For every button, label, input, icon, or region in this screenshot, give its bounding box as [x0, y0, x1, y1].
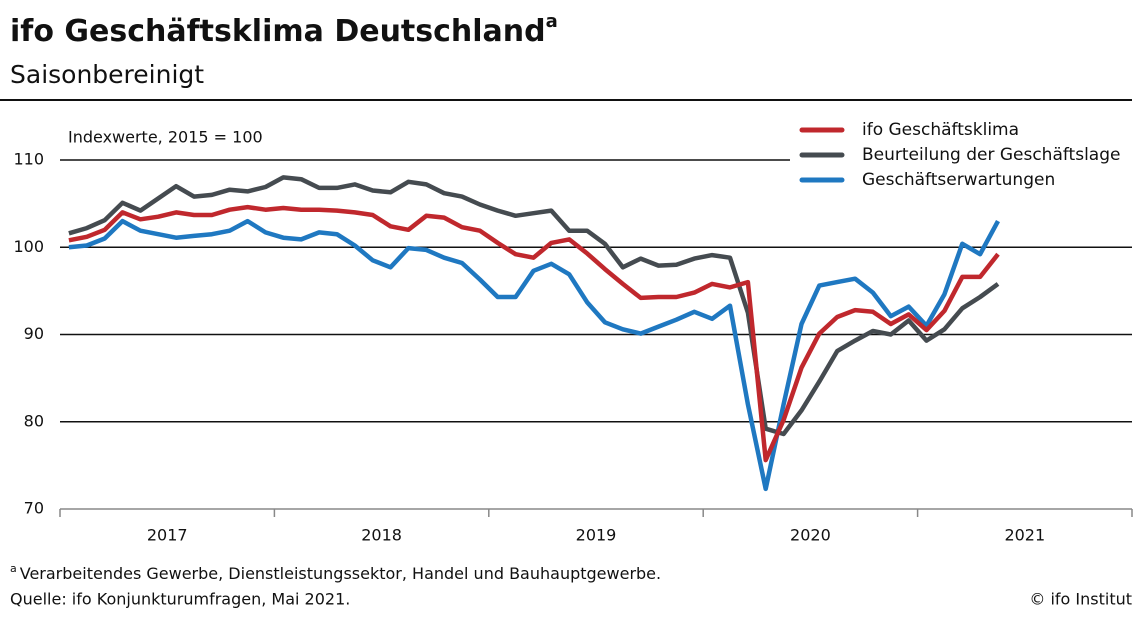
y-tick-label: 110	[13, 150, 44, 169]
x-tick-label: 2017	[147, 526, 188, 545]
x-tick-label: 2020	[790, 526, 831, 545]
x-tick-label: 2019	[576, 526, 617, 545]
chart-subtitle: Saisonbereinigt	[10, 60, 204, 89]
copyright: © ifo Institut	[1029, 590, 1132, 609]
legend-bg	[790, 114, 1132, 197]
x-tick-label: 2021	[1004, 526, 1045, 545]
footnote-marker: a	[10, 562, 17, 575]
x-tick-label: 2018	[361, 526, 402, 545]
y-tick-label: 70	[24, 499, 44, 518]
series-line	[68, 218, 1000, 492]
y-tick-label: 80	[24, 411, 44, 430]
title-text: ifo Geschäftsklima Deutschland	[10, 14, 546, 49]
series-line	[68, 175, 1000, 437]
footnote-text: Verarbeitendes Gewerbe, Dienstleistungss…	[20, 564, 661, 583]
footnote: a Verarbeitendes Gewerbe, Dienstleistungs…	[10, 562, 661, 583]
legend-label: ifo Geschäftsklima	[862, 120, 1019, 140]
y-axis-label: Indexwerte, 2015 = 100	[68, 128, 263, 147]
title-note: a	[546, 11, 558, 32]
legend-label: Beurteilung der Geschäftslage	[862, 145, 1120, 165]
y-tick-label: 100	[13, 237, 44, 256]
legend-label: Geschäftserwartungen	[862, 170, 1055, 190]
y-tick-label: 90	[24, 324, 44, 343]
source: Quelle: ifo Konjunkturumfragen, Mai 2021…	[10, 590, 350, 609]
series-line	[68, 204, 1000, 463]
chart-title: ifo Geschäftsklima Deutschlanda	[10, 11, 558, 49]
